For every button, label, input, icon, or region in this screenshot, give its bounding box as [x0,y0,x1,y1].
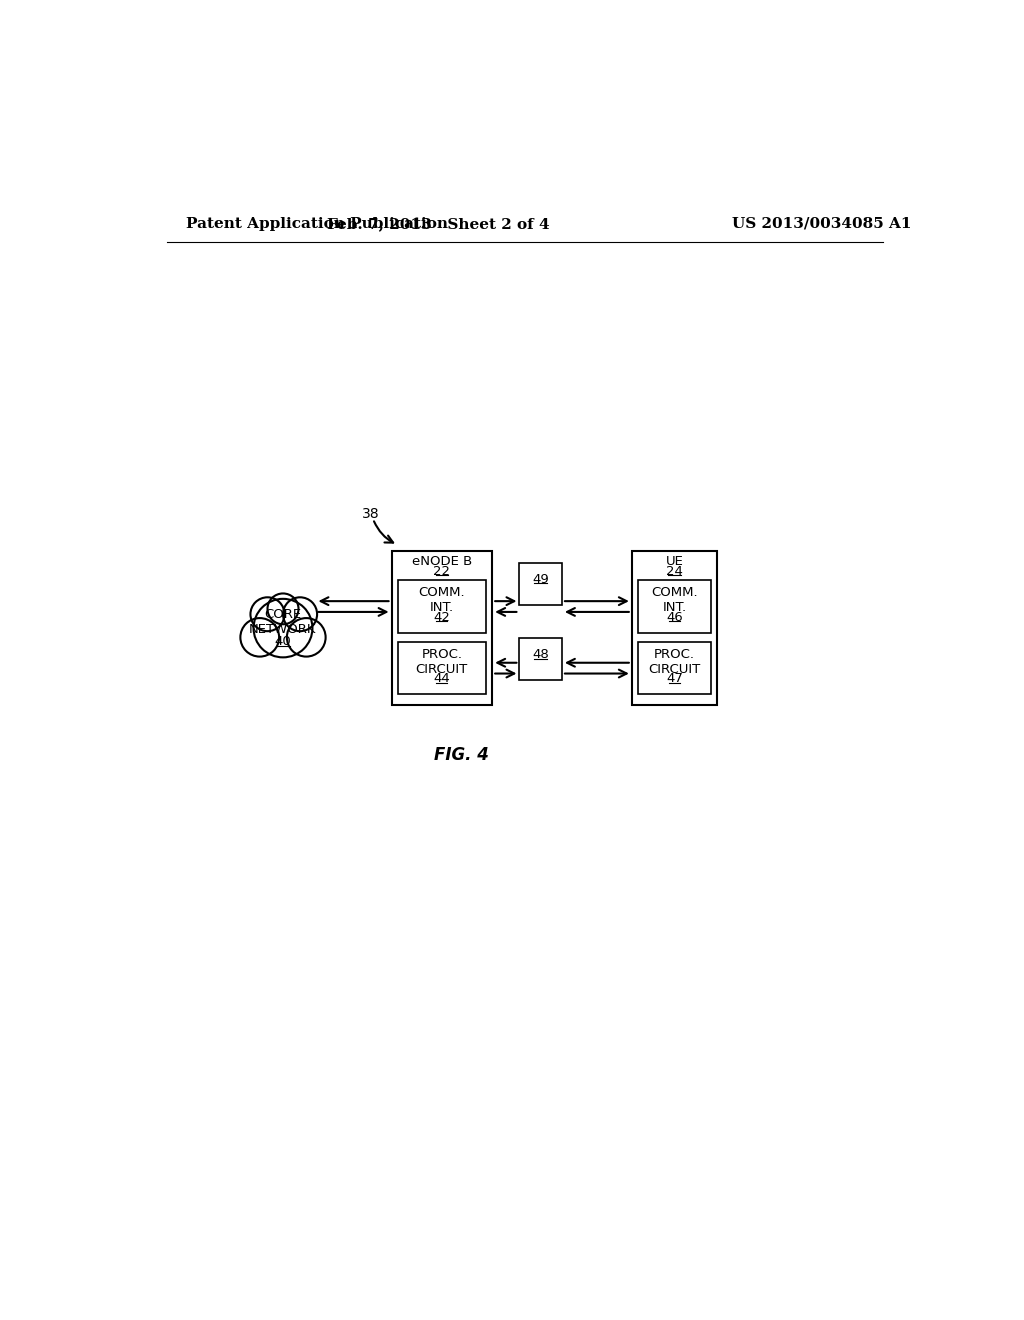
Text: 47: 47 [666,672,683,685]
Text: eNODE B: eNODE B [412,554,472,568]
Circle shape [267,594,299,624]
FancyBboxPatch shape [397,642,486,694]
FancyBboxPatch shape [397,581,486,632]
FancyBboxPatch shape [638,581,711,632]
Text: 22: 22 [433,565,451,578]
Circle shape [283,597,317,631]
Text: COMM.
INT.: COMM. INT. [651,586,697,614]
Text: US 2013/0034085 A1: US 2013/0034085 A1 [732,216,912,231]
Circle shape [254,599,312,657]
FancyBboxPatch shape [638,642,711,694]
Circle shape [241,618,280,656]
Text: CORE
NETWORK: CORE NETWORK [249,609,316,636]
Text: Patent Application Publication: Patent Application Publication [186,216,449,231]
Text: FIG. 4: FIG. 4 [434,746,488,764]
Circle shape [251,597,285,631]
FancyBboxPatch shape [519,562,562,605]
Text: Feb. 7, 2013   Sheet 2 of 4: Feb. 7, 2013 Sheet 2 of 4 [327,216,549,231]
Text: UE: UE [666,554,683,568]
Text: 24: 24 [666,565,683,578]
FancyBboxPatch shape [632,552,717,705]
Text: 49: 49 [532,573,549,586]
Text: 38: 38 [362,507,380,521]
FancyBboxPatch shape [391,552,493,705]
Text: COMM.
INT.: COMM. INT. [419,586,465,614]
Text: PROC.
CIRCUIT: PROC. CIRCUIT [648,648,700,676]
Text: 46: 46 [666,611,683,624]
Text: 44: 44 [433,672,451,685]
FancyBboxPatch shape [519,638,562,681]
Circle shape [287,618,326,656]
Text: PROC.
CIRCUIT: PROC. CIRCUIT [416,648,468,676]
Text: 48: 48 [532,648,549,661]
Text: 40: 40 [274,635,292,648]
Text: 42: 42 [433,611,451,624]
